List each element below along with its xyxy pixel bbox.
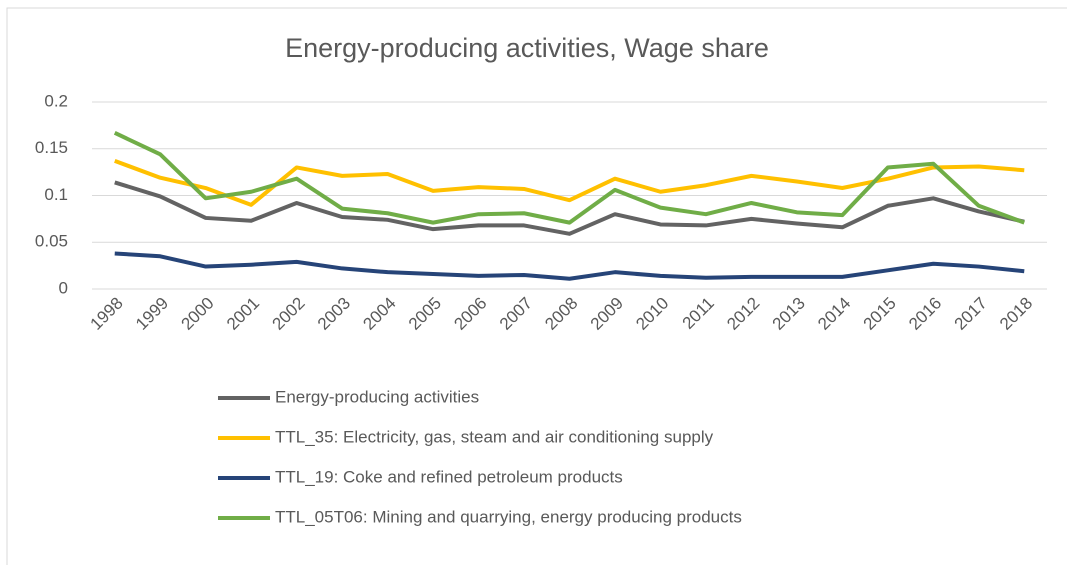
x-tick-label: 2017 xyxy=(951,294,991,334)
y-tick-label: 0 xyxy=(59,278,68,297)
x-tick-label: 2016 xyxy=(905,294,945,334)
line-series xyxy=(113,131,1025,225)
x-tick-label: 1999 xyxy=(132,294,172,334)
legend-label: TTL_35: Electricity, gas, steam and air … xyxy=(275,427,714,446)
line-series xyxy=(114,180,1025,236)
x-tick-label: 2011 xyxy=(679,294,718,333)
x-tick-label: 2005 xyxy=(405,294,445,334)
x-tick-label: 2013 xyxy=(769,294,809,334)
chart-title: Energy-producing activities, Wage share xyxy=(285,33,769,63)
x-tick-label: 2018 xyxy=(996,294,1036,334)
x-tick-label: 2007 xyxy=(496,294,536,334)
x-tick-label: 1998 xyxy=(87,294,127,334)
x-tick-label: 2002 xyxy=(268,294,308,334)
x-tick-label: 2003 xyxy=(314,294,354,334)
line-series xyxy=(114,251,1025,281)
x-tick-label: 2000 xyxy=(178,294,218,334)
x-tick-label: 2001 xyxy=(223,294,263,334)
legend-label: TTL_05T06: Mining and quarrying, energy … xyxy=(275,507,742,526)
legend-label: Energy-producing activities xyxy=(275,387,479,406)
x-tick-label: 2015 xyxy=(860,294,900,334)
legend-label: TTL_19: Coke and refined petroleum produ… xyxy=(275,467,623,486)
y-tick-label: 0.05 xyxy=(35,232,68,251)
x-tick-label: 2012 xyxy=(723,294,763,334)
x-tick-label: 2008 xyxy=(541,294,581,334)
y-tick-label: 0.2 xyxy=(44,91,68,110)
x-tick-label: 2014 xyxy=(814,294,854,334)
y-tick-label: 0.1 xyxy=(44,185,68,204)
x-tick-label: 2010 xyxy=(632,294,672,334)
x-tick-label: 2006 xyxy=(450,294,490,334)
x-tick-label: 2004 xyxy=(359,294,399,334)
chart-frame xyxy=(6,7,1067,565)
x-tick-label: 2009 xyxy=(587,294,627,334)
y-tick-label: 0.15 xyxy=(35,138,68,157)
